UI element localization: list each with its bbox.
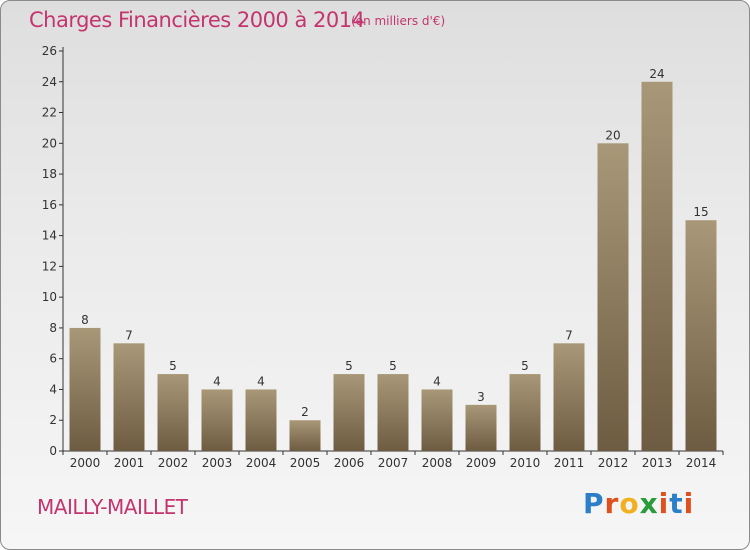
- bar-2003: [201, 389, 233, 451]
- y-tick-label: 24: [42, 75, 57, 89]
- brand-letter: i: [658, 487, 670, 520]
- data-label-2006: 5: [345, 359, 353, 373]
- bar-2007: [377, 374, 409, 451]
- data-label-2011: 7: [565, 328, 573, 342]
- y-tick-label: 12: [42, 259, 57, 273]
- chart-bars: [69, 81, 717, 452]
- data-label-2002: 5: [169, 359, 177, 373]
- data-label-2004: 4: [257, 374, 265, 388]
- data-label-2007: 5: [389, 359, 397, 373]
- y-tick-label: 6: [49, 352, 57, 366]
- brand-letter: r: [604, 487, 620, 520]
- data-label-2010: 5: [521, 359, 529, 373]
- y-tick-label: 14: [42, 229, 57, 243]
- x-tick-label: 2001: [114, 456, 145, 470]
- bar-2002: [157, 374, 189, 451]
- data-label-2001: 7: [125, 328, 133, 342]
- data-label-2013: 24: [649, 67, 664, 81]
- x-tick-label: 2012: [598, 456, 629, 470]
- x-tick-label: 2004: [246, 456, 277, 470]
- x-tick-label: 2007: [378, 456, 409, 470]
- bar-2001: [113, 343, 145, 451]
- y-tick-label: 4: [49, 382, 57, 396]
- brand-letter: i: [683, 487, 695, 520]
- y-tick-label: 8: [49, 321, 57, 335]
- y-tick-label: 2: [49, 413, 57, 427]
- x-tick-label: 2008: [422, 456, 453, 470]
- x-tick-label: 2006: [334, 456, 365, 470]
- y-tick-label: 20: [42, 136, 57, 150]
- brand-letter: P: [583, 487, 605, 520]
- bar-2008: [421, 389, 453, 451]
- data-label-2012: 20: [605, 128, 620, 142]
- y-tick-label: 26: [42, 44, 57, 58]
- bar-2000: [69, 327, 101, 451]
- chart-title: Charges Financières 2000 à 2014: [29, 8, 365, 32]
- x-tick-label: 2003: [202, 456, 233, 470]
- x-tick-label: 2014: [686, 456, 717, 470]
- data-label-2003: 4: [213, 374, 221, 388]
- bar-2010: [509, 374, 541, 451]
- proxiti-logo[interactable]: Proxiti: [583, 487, 694, 520]
- bar-2004: [245, 389, 277, 451]
- data-label-2014: 15: [693, 205, 708, 219]
- x-tick-label: 2002: [158, 456, 189, 470]
- data-label-2005: 2: [301, 405, 309, 419]
- chart-subtitle: (en milliers d'€): [351, 14, 446, 28]
- town-name: MAILLY-MAILLET: [37, 495, 188, 519]
- bar-2014: [685, 220, 717, 451]
- data-label-2000: 8: [81, 313, 89, 327]
- bar-2009: [465, 404, 497, 451]
- y-tick-label: 10: [42, 290, 57, 304]
- x-tick-label: 2013: [642, 456, 673, 470]
- bar-2006: [333, 374, 365, 451]
- bar-2013: [641, 81, 673, 452]
- x-tick-label: 2000: [70, 456, 101, 470]
- brand-letter: o: [619, 487, 640, 520]
- y-tick-label: 16: [42, 198, 57, 212]
- data-label-2009: 3: [477, 390, 485, 404]
- x-tick-label: 2005: [290, 456, 321, 470]
- y-tick-label: 18: [42, 167, 57, 181]
- data-label-2008: 4: [433, 374, 441, 388]
- bar-2005: [289, 420, 321, 451]
- brand-letter: x: [639, 487, 659, 520]
- y-tick-label: 22: [42, 106, 57, 120]
- x-tick-label: 2009: [466, 456, 497, 470]
- brand-letter: t: [669, 487, 684, 520]
- x-tick-label: 2011: [554, 456, 585, 470]
- y-tick-label: 0: [49, 444, 57, 458]
- bar-2012: [597, 143, 629, 452]
- chart-labels: 8 2000 7 2001 5 2002 4 2003 4 2004 2 2005 5 2006 5 2007…: [70, 67, 717, 470]
- x-tick-label: 2010: [510, 456, 541, 470]
- bar-2011: [553, 343, 585, 451]
